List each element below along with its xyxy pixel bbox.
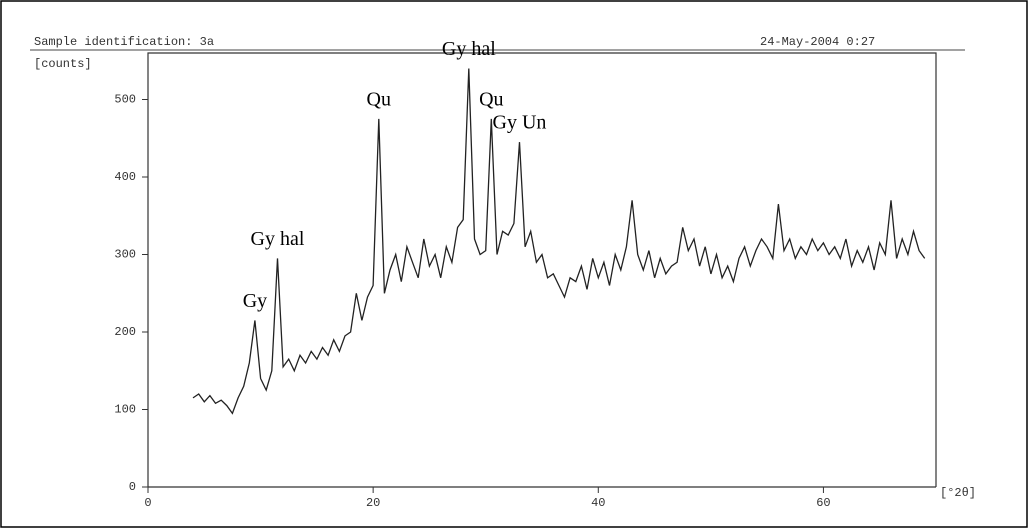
peak-annotation: Qu: [367, 88, 391, 110]
y-tick-label: 400: [114, 170, 136, 184]
y-tick-label: 0: [129, 480, 136, 494]
y-tick-label: 200: [114, 325, 136, 339]
peak-annotation: Qu: [479, 88, 503, 110]
x-tick-label: 20: [366, 496, 380, 510]
data-line: [192, 68, 926, 415]
peak-annotation: Gy: [243, 290, 267, 312]
peak-annotation: Gy hal: [442, 38, 496, 60]
y-tick-label: 500: [114, 93, 136, 107]
x-tick-label: 60: [816, 496, 830, 510]
x-tick-label: 0: [144, 496, 151, 510]
peak-annotation: Gy hal: [251, 228, 305, 250]
y-tick-label: 100: [114, 403, 136, 417]
y-axis-label: [counts]: [34, 57, 92, 71]
chart-subtitle: 24-May-2004 0:27: [760, 35, 875, 49]
x-axis-label: [°2θ]: [940, 486, 976, 500]
x-tick-label: 40: [591, 496, 605, 510]
y-tick-label: 300: [114, 248, 136, 262]
plot-frame: [147, 52, 937, 487]
peak-annotation: Gy Un: [493, 112, 547, 134]
chart-title: Sample identification: 3a: [34, 35, 214, 49]
